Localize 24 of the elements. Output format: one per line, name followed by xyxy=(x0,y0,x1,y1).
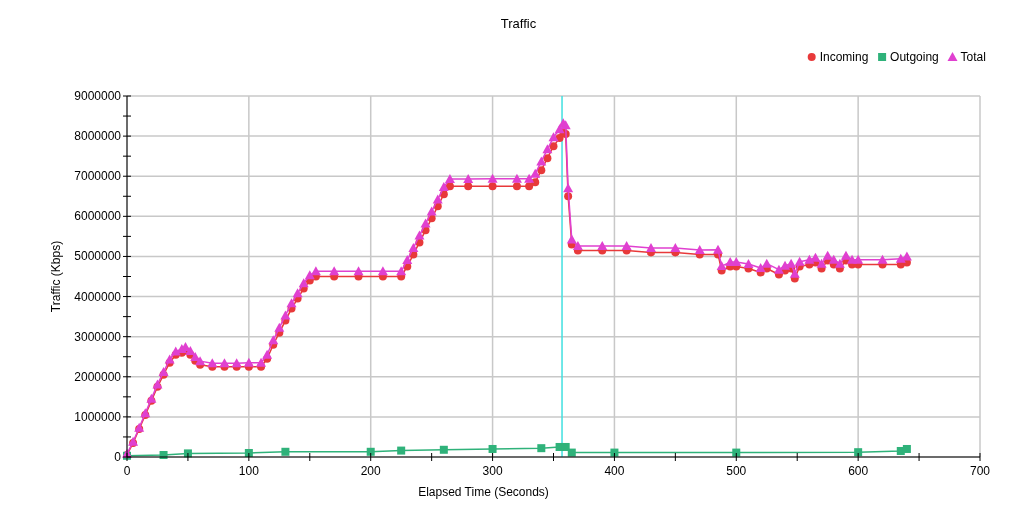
y-tick-label: 5000000 xyxy=(74,249,122,264)
chart-title: Traffic xyxy=(500,16,537,31)
y-tick-label: 7000000 xyxy=(74,169,122,184)
x-tick-label: 400 xyxy=(604,464,625,478)
x-tick-label: 0 xyxy=(123,464,131,478)
legend-label: Total xyxy=(960,50,986,64)
legend-label: Incoming xyxy=(819,50,869,64)
y-tick-label: 4000000 xyxy=(74,289,122,304)
x-axis-title: Elapsed Time (Seconds) xyxy=(418,485,549,499)
x-tick-label: 600 xyxy=(848,464,869,478)
y-tick-label: 6000000 xyxy=(74,209,122,224)
x-tick-label: 100 xyxy=(238,464,260,478)
y-tick-label: 3000000 xyxy=(74,329,122,344)
y-tick-label: 8000000 xyxy=(74,129,122,144)
y-axis-title: Traffic (Kbps) xyxy=(49,240,63,313)
y-tick-label: 9000000 xyxy=(74,89,122,103)
legend-label: Outgoing xyxy=(890,50,939,64)
x-tick-label: 200 xyxy=(360,464,382,478)
y-tick-label: 1000000 xyxy=(74,409,122,424)
x-tick-label: 700 xyxy=(969,464,991,478)
x-tick-label: 500 xyxy=(726,464,747,478)
y-tick-label: 2000000 xyxy=(74,369,122,384)
x-tick-label: 300 xyxy=(482,464,503,478)
y-tick-label: 0 xyxy=(114,450,122,464)
